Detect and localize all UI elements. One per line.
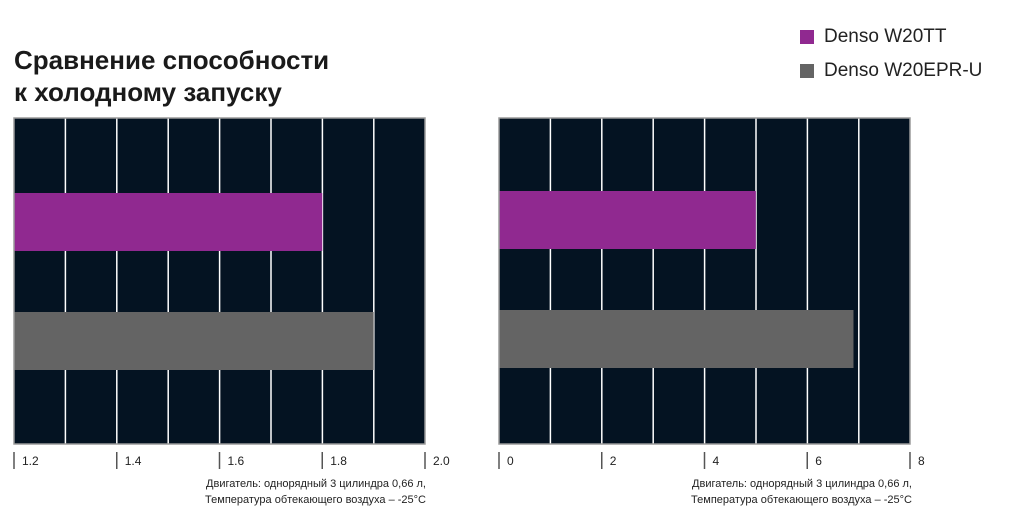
chart-1-tick-label-5: 2.0	[433, 454, 450, 468]
caption-chart-2-line-1: Двигатель: однорядный 3 цилиндра 0,66 л,	[692, 478, 912, 490]
caption-chart-1: Двигатель: однорядный 3 цилиндра 0,66 л,…	[140, 476, 426, 508]
chart-2-tick-label-2: 2	[610, 454, 617, 468]
chart-2-tick-label-4: 6	[815, 454, 822, 468]
chart-2-tick-label-5: 8	[918, 454, 925, 468]
caption-chart-2-line-2: Температура обтекающего воздуха – -25°C	[691, 494, 912, 506]
chart-2-tick-label-1: 0	[507, 454, 514, 468]
chart-1-bar-series-2	[14, 312, 374, 370]
chart-1-bar-series-1	[14, 193, 323, 251]
chart-title: Сравнение способности к холодному запуск…	[14, 44, 329, 108]
legend-swatch-series-2	[800, 64, 814, 78]
legend-item-series-1: Denso W20TT	[800, 20, 982, 54]
caption-chart-1-line-1: Двигатель: однорядный 3 цилиндра 0,66 л,	[206, 478, 426, 490]
chart-title-line-1: Сравнение способности	[14, 45, 330, 75]
legend-label-series-1: Denso W20TT	[824, 26, 947, 47]
caption-chart-2: Двигатель: однорядный 3 цилиндра 0,66 л,…	[626, 476, 912, 508]
legend-swatch-series-1	[800, 30, 814, 44]
chart-2-tick-label-3: 4	[713, 454, 720, 468]
chart-1-tick-label-3: 1.6	[228, 454, 245, 468]
legend-label-series-2: Denso W20EPR-U	[824, 60, 983, 81]
legend: Denso W20TT Denso W20EPR-U	[800, 20, 982, 88]
chart-1-tick-label-4: 1.8	[330, 454, 347, 468]
chart-2-bar-series-2	[499, 310, 854, 368]
chart-1-tick-label-2: 1.4	[125, 454, 142, 468]
chart-2-plot-border	[498, 117, 911, 445]
chart-2-bar-series-1	[499, 191, 756, 249]
chart-1-tick-label-1: 1.2	[22, 454, 39, 468]
legend-item-series-2: Denso W20EPR-U	[800, 54, 982, 88]
chart-1-plot-border	[13, 117, 426, 445]
caption-chart-1-line-2: Температура обтекающего воздуха – -25°C	[205, 494, 426, 506]
chart-title-line-2: к холодному запуску	[14, 77, 282, 107]
